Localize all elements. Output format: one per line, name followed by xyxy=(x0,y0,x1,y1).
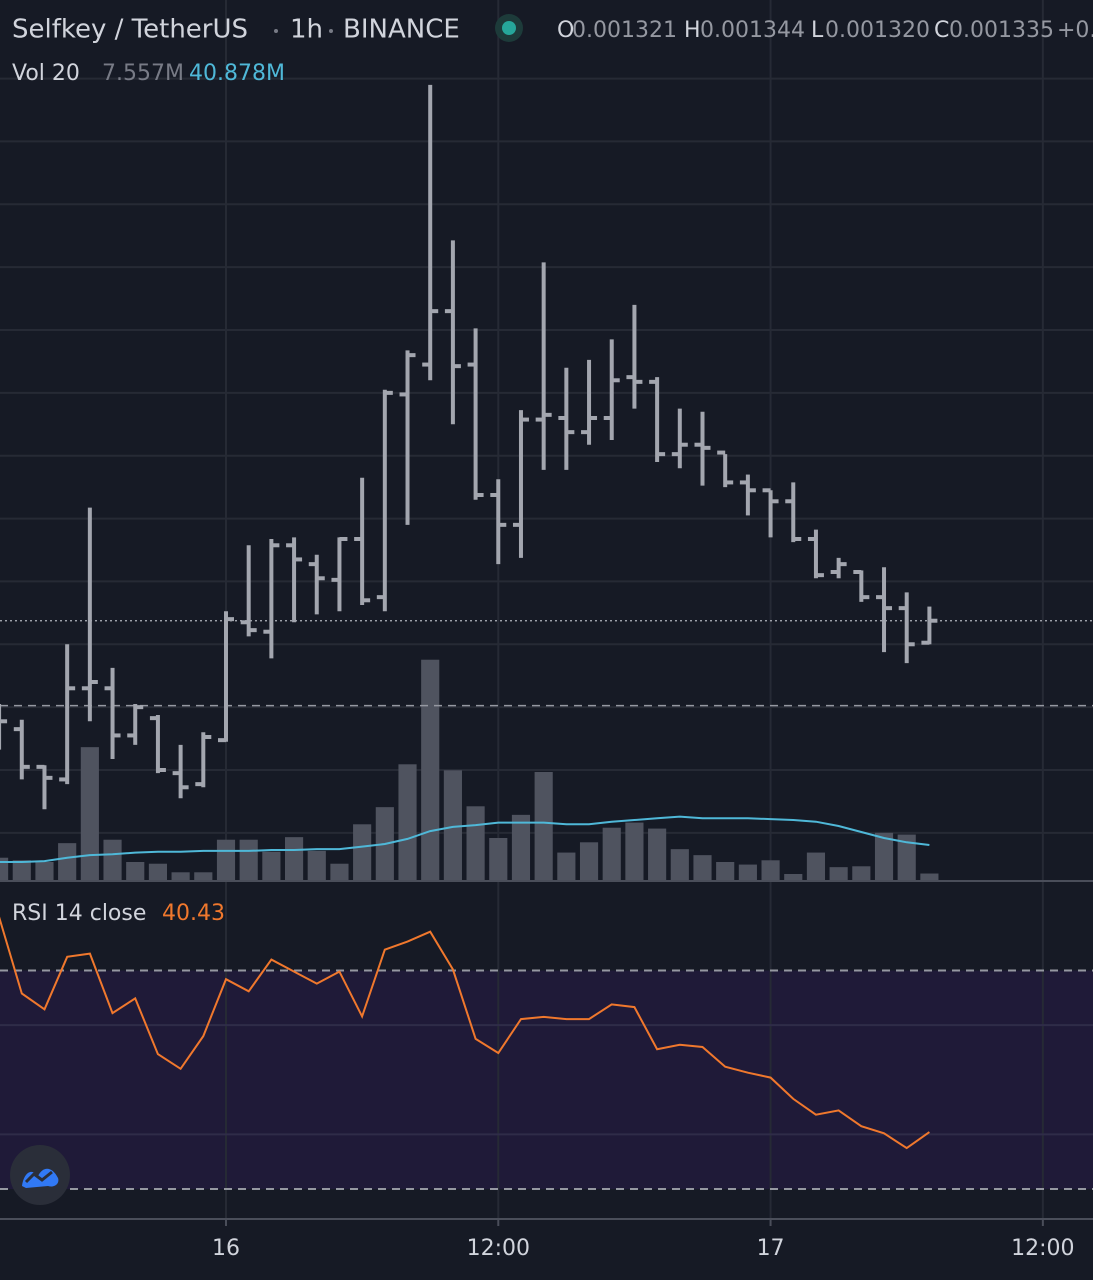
volume-bar xyxy=(353,824,372,880)
volume-bar xyxy=(126,862,145,880)
symbol-title: Selfkey / TetherUS xyxy=(12,15,248,45)
volume-value: 7.557M xyxy=(102,61,184,86)
volume-bar xyxy=(148,863,168,880)
volume-bar xyxy=(852,866,871,880)
volume-ma-value: 40.878M xyxy=(189,61,285,86)
volume-bar xyxy=(579,842,599,880)
legend-change: +0. xyxy=(1057,18,1093,43)
volume-bar xyxy=(602,827,621,880)
x-tick-label: 16 xyxy=(212,1236,240,1261)
legend-key: C xyxy=(934,18,949,43)
logo xyxy=(10,1145,70,1205)
volume-bar xyxy=(330,863,349,880)
volume-bar xyxy=(670,849,689,880)
volume-bar xyxy=(557,852,576,880)
volume-bar xyxy=(874,832,894,880)
volume-bar xyxy=(398,764,417,880)
volume-bar xyxy=(239,839,258,880)
legend-value: 0.001320 xyxy=(825,18,930,43)
volume-bar xyxy=(897,834,916,880)
status-dot xyxy=(502,21,516,35)
volume-bar xyxy=(284,837,304,880)
volume-bar xyxy=(693,855,712,880)
logo-wave xyxy=(24,1170,53,1184)
separator-dot xyxy=(274,29,278,33)
volume-bar xyxy=(443,770,462,880)
volume-bar xyxy=(58,843,77,880)
legend-key: H xyxy=(684,18,701,43)
grid xyxy=(0,0,1093,1226)
volume-bar xyxy=(648,828,667,880)
volume-bar xyxy=(625,822,644,880)
rsi-value: 40.43 xyxy=(162,901,225,926)
x-tick-label: 17 xyxy=(757,1236,785,1261)
separator-dot xyxy=(329,29,333,33)
volume-ma-line xyxy=(0,815,930,863)
volume-bar xyxy=(738,864,757,880)
volume-bar xyxy=(489,838,508,880)
x-tick-label: 12:00 xyxy=(1011,1236,1074,1261)
volume-bar xyxy=(716,862,735,880)
volume-bar xyxy=(262,851,281,880)
volume-bar xyxy=(466,806,485,880)
legend-key: O xyxy=(557,18,574,43)
labels: Selfkey / TetherUS 1h BINANCE O 0.001321… xyxy=(12,14,1093,1261)
rsi-band xyxy=(0,970,1093,1190)
volume-bar xyxy=(194,872,213,880)
volume-bar xyxy=(12,860,31,880)
volume-bar xyxy=(806,852,826,880)
x-tick-label: 12:00 xyxy=(467,1236,530,1261)
volume-bar xyxy=(511,814,531,880)
rsi-title: RSI 14 close xyxy=(12,901,146,926)
volume-bar xyxy=(80,747,99,880)
volume-bar xyxy=(421,659,440,880)
volume-bar xyxy=(829,867,848,880)
interval: 1h xyxy=(290,15,323,45)
volume-bar xyxy=(216,839,236,880)
volume-bar xyxy=(761,860,780,880)
legend-value: 0.001321 xyxy=(572,18,677,43)
rsi-line xyxy=(0,916,930,1150)
volume-bar xyxy=(920,873,939,880)
legend-key: L xyxy=(811,18,824,43)
volume-title: Vol 20 xyxy=(12,61,80,86)
volume-bar xyxy=(307,850,326,880)
volume-bar xyxy=(103,839,122,880)
legend-value: 0.001344 xyxy=(700,18,805,43)
legend-value: 0.001335 xyxy=(949,18,1054,43)
marks xyxy=(0,84,1093,1150)
volume-bar xyxy=(171,872,190,880)
volume-bar xyxy=(35,862,54,880)
volume-bar xyxy=(0,857,9,880)
volume-bar xyxy=(784,874,803,880)
volume-bar xyxy=(534,772,553,880)
exchange: BINANCE xyxy=(343,15,460,45)
